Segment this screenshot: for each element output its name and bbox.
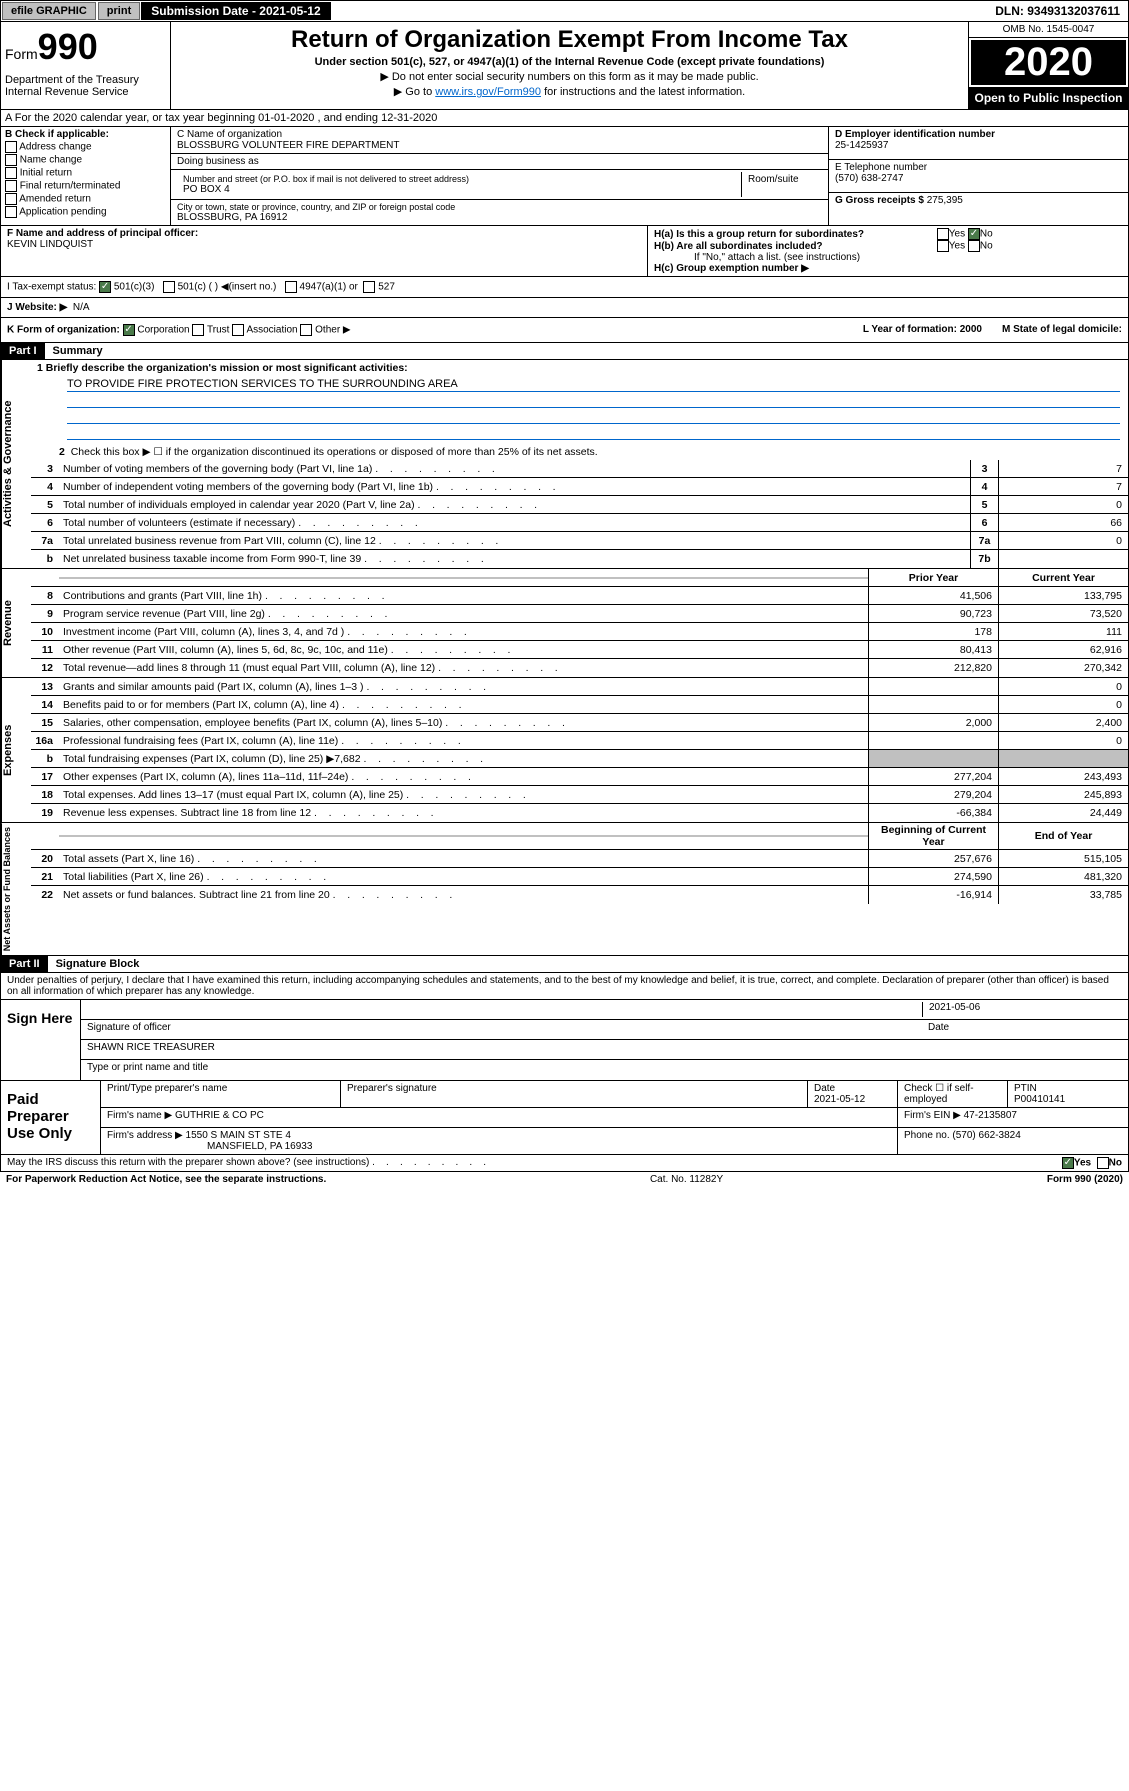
paid-preparer-label: Paid Preparer Use Only	[1, 1081, 101, 1154]
line-22: 22Net assets or fund balances. Subtract …	[31, 886, 1128, 904]
city-cell: City or town, state or province, country…	[171, 200, 828, 225]
dept-label: Department of the Treasury Internal Reve…	[5, 74, 166, 98]
form-number: Form990	[5, 26, 166, 68]
sidebar-netassets: Net Assets or Fund Balances	[1, 823, 31, 955]
signature-intro: Under penalties of perjury, I declare th…	[1, 973, 1128, 1000]
line-8: 8Contributions and grants (Part VIII, li…	[31, 587, 1128, 605]
line-4: 4Number of independent voting members of…	[31, 478, 1128, 496]
omb-number: OMB No. 1545-0047	[969, 22, 1128, 38]
line-16a: 16aProfessional fundraising fees (Part I…	[31, 732, 1128, 750]
ein-cell: D Employer identification number 25-1425…	[829, 127, 1128, 160]
line-17: 17Other expenses (Part IX, column (A), l…	[31, 768, 1128, 786]
efile-btn[interactable]: efile GRAPHIC	[2, 2, 96, 20]
address-cell: Number and street (or P.O. box if mail i…	[171, 170, 828, 200]
line-20: 20Total assets (Part X, line 16)257,6765…	[31, 850, 1128, 868]
form-note-1: ▶ Do not enter social security numbers o…	[175, 70, 964, 83]
line-b: bTotal fundraising expenses (Part IX, co…	[31, 750, 1128, 768]
row-j: J Website: ▶ N/A	[0, 298, 1129, 318]
line-18: 18Total expenses. Add lines 13–17 (must …	[31, 786, 1128, 804]
line-21: 21Total liabilities (Part X, line 26)274…	[31, 868, 1128, 886]
line-11: 11Other revenue (Part VIII, column (A), …	[31, 641, 1128, 659]
discuss-row: May the IRS discuss this return with the…	[0, 1155, 1129, 1172]
org-name-cell: C Name of organization BLOSSBURG VOLUNTE…	[171, 127, 828, 154]
line-12: 12Total revenue—add lines 8 through 11 (…	[31, 659, 1128, 677]
line-7a: 7aTotal unrelated business revenue from …	[31, 532, 1128, 550]
part1-header: Part I Summary	[0, 343, 1129, 360]
col-b-checkboxes: B Check if applicable: Address change Na…	[1, 127, 171, 225]
line-14: 14Benefits paid to or for members (Part …	[31, 696, 1128, 714]
line-5: 5Total number of individuals employed in…	[31, 496, 1128, 514]
sidebar-revenue: Revenue	[1, 569, 31, 677]
top-toolbar: efile GRAPHIC print Submission Date - 20…	[0, 0, 1129, 22]
sidebar-expenses: Expenses	[1, 678, 31, 822]
row-k: K Form of organization: ✓ Corporation Tr…	[0, 318, 1129, 343]
print-btn[interactable]: print	[98, 2, 140, 20]
row-fh: F Name and address of principal officer:…	[0, 226, 1129, 277]
line-7b: bNet unrelated business taxable income f…	[31, 550, 1128, 568]
dba-cell: Doing business as	[171, 154, 828, 170]
officer-cell: F Name and address of principal officer:…	[1, 226, 648, 276]
mission-text: TO PROVIDE FIRE PROTECTION SERVICES TO T…	[31, 376, 1128, 444]
line-9: 9Program service revenue (Part VIII, lin…	[31, 605, 1128, 623]
line-6: 6Total number of volunteers (estimate if…	[31, 514, 1128, 532]
line-15: 15Salaries, other compensation, employee…	[31, 714, 1128, 732]
form-subtitle: Under section 501(c), 527, or 4947(a)(1)…	[175, 56, 964, 68]
form-header: Form990 Department of the Treasury Inter…	[0, 22, 1129, 110]
section-bcd: B Check if applicable: Address change Na…	[0, 127, 1129, 226]
group-return-cell: H(a) Is this a group return for subordin…	[648, 226, 1128, 276]
form-note-2: ▶ Go to www.irs.gov/Form990 for instruct…	[175, 85, 964, 98]
phone-cell: E Telephone number (570) 638-2747	[829, 160, 1128, 193]
line-19: 19Revenue less expenses. Subtract line 1…	[31, 804, 1128, 822]
row-a-period: A For the 2020 calendar year, or tax yea…	[0, 110, 1129, 127]
part2-header: Part II Signature Block	[0, 956, 1129, 973]
line-10: 10Investment income (Part VIII, column (…	[31, 623, 1128, 641]
submission-date: Submission Date - 2021-05-12	[141, 2, 330, 20]
tax-year: 2020	[971, 40, 1126, 85]
dln: DLN: 93493132037611	[987, 2, 1128, 20]
sidebar-governance: Activities & Governance	[1, 360, 31, 568]
open-public: Open to Public Inspection	[969, 87, 1128, 109]
irs-link[interactable]: www.irs.gov/Form990	[435, 86, 541, 98]
row-i: I Tax-exempt status: ✓ 501(c)(3) 501(c) …	[0, 277, 1129, 298]
line-3: 3Number of voting members of the governi…	[31, 460, 1128, 478]
line-13: 13Grants and similar amounts paid (Part …	[31, 678, 1128, 696]
form-title: Return of Organization Exempt From Incom…	[175, 26, 964, 54]
sign-here-label: Sign Here	[1, 1000, 81, 1080]
gross-cell: G Gross receipts $ 275,395	[829, 193, 1128, 225]
bottom-row: For Paperwork Reduction Act Notice, see …	[0, 1172, 1129, 1187]
